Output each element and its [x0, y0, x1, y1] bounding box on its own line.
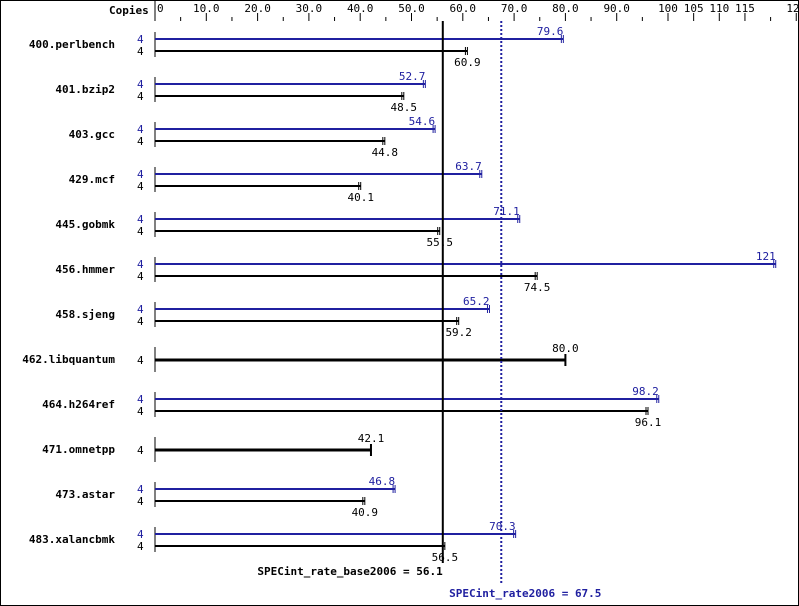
base-value-label: 59.2 — [445, 326, 472, 339]
peak-value-label: 65.2 — [463, 295, 490, 308]
peak-value-label: 79.6 — [537, 25, 564, 38]
tick-label: 40.0 — [347, 2, 374, 15]
copies-header: Copies — [109, 4, 149, 17]
copies-base: 4 — [137, 270, 144, 283]
base-value-label: 60.9 — [454, 56, 481, 69]
benchmark-label: 445.gobmk — [55, 218, 115, 231]
peak-value-label: 54.6 — [409, 115, 436, 128]
benchmark-label: 458.sjeng — [55, 308, 115, 321]
tick-label: 105 — [684, 2, 704, 15]
copies-base: 4 — [137, 405, 144, 418]
peak-value-label: 121 — [756, 250, 776, 263]
copies-peak: 4 — [137, 168, 144, 181]
benchmark-label: 483.xalancbmk — [29, 533, 115, 546]
peak-value-label: 98.2 — [632, 385, 659, 398]
copies-base: 4 — [137, 540, 144, 553]
tick-label: 110 — [709, 2, 729, 15]
copies-base: 4 — [137, 315, 144, 328]
tick-label: 10.0 — [193, 2, 220, 15]
peak-mean-label: SPECint_rate2006 = 67.5 — [449, 587, 601, 600]
base-value-label: 55.5 — [426, 236, 453, 249]
copies-base: 4 — [137, 90, 144, 103]
copies-base: 4 — [137, 135, 144, 148]
peak-value-label: 63.7 — [455, 160, 482, 173]
benchmark-label: 464.h264ref — [42, 398, 115, 411]
tick-label: 100 — [658, 2, 678, 15]
benchmark-label: 462.libquantum — [22, 353, 115, 366]
peak-value-label: 70.3 — [489, 520, 516, 533]
benchmark-label: 400.perlbench — [29, 38, 115, 51]
base-mean-label: SPECint_rate_base2006 = 56.1 — [257, 565, 443, 578]
copies-peak: 4 — [137, 213, 144, 226]
copies-peak: 4 — [137, 33, 144, 46]
copies-base: 4 — [137, 45, 144, 58]
peak-value-label: 71.1 — [493, 205, 520, 218]
base-value-label: 40.9 — [352, 506, 379, 519]
tick-label: 90.0 — [603, 2, 630, 15]
copies-base: 4 — [137, 495, 144, 508]
base-value-label: 40.1 — [347, 191, 374, 204]
base-value-label: 74.5 — [524, 281, 551, 294]
benchmark-label: 401.bzip2 — [55, 83, 115, 96]
peak-value-label: 52.7 — [399, 70, 426, 83]
tick-label: 0 — [157, 2, 164, 15]
base-value-label: 48.5 — [391, 101, 418, 114]
tick-label: 50.0 — [398, 2, 425, 15]
copies-base: 4 — [137, 444, 144, 457]
benchmark-label: 403.gcc — [69, 128, 115, 141]
base-value-label: 96.1 — [635, 416, 662, 429]
benchmark-label: 471.omnetpp — [42, 443, 115, 456]
copies-peak: 4 — [137, 78, 144, 91]
copies-peak: 4 — [137, 123, 144, 136]
peak-value-label: 46.8 — [369, 475, 396, 488]
base-value-label: 42.1 — [358, 432, 385, 445]
copies-peak: 4 — [137, 483, 144, 496]
copies-peak: 4 — [137, 258, 144, 271]
benchmark-label: 473.astar — [55, 488, 115, 501]
tick-label: 70.0 — [501, 2, 528, 15]
copies-base: 4 — [137, 354, 144, 367]
copies-peak: 4 — [137, 393, 144, 406]
tick-label: 125 — [786, 2, 798, 15]
tick-label: 20.0 — [244, 2, 271, 15]
tick-label: 115 — [735, 2, 755, 15]
copies-base: 4 — [137, 180, 144, 193]
copies-peak: 4 — [137, 528, 144, 541]
base-value-label: 44.8 — [372, 146, 399, 159]
tick-label: 30.0 — [296, 2, 323, 15]
tick-label: 80.0 — [552, 2, 579, 15]
copies-peak: 4 — [137, 303, 144, 316]
tick-label: 60.0 — [450, 2, 477, 15]
base-value-label: 80.0 — [552, 342, 579, 355]
benchmark-label: 456.hmmer — [55, 263, 115, 276]
copies-base: 4 — [137, 225, 144, 238]
benchmark-label: 429.mcf — [69, 173, 115, 186]
base-value-label: 56.5 — [432, 551, 459, 564]
